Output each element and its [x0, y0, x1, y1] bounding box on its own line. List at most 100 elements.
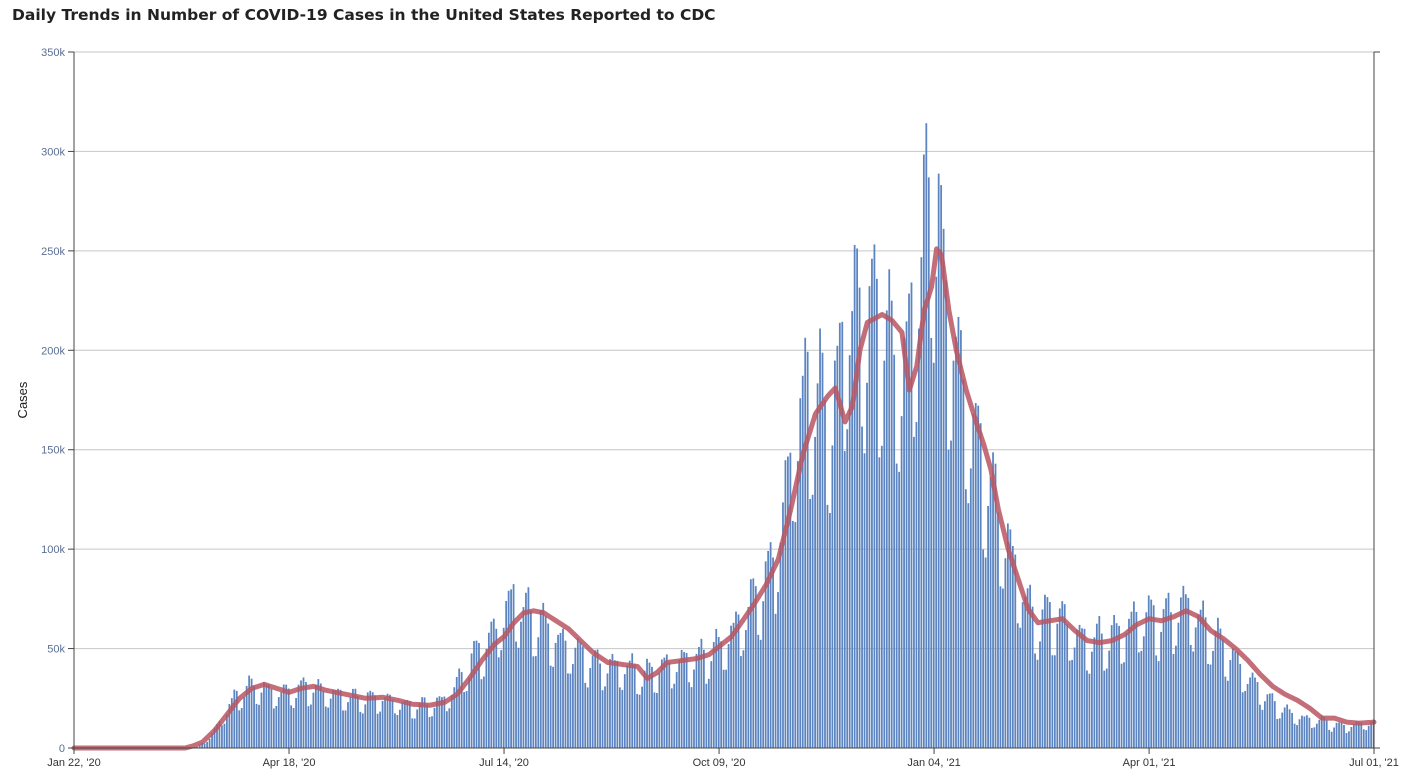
daily-case-bar — [1323, 716, 1326, 748]
daily-case-bar — [922, 154, 925, 748]
daily-case-bar — [833, 360, 836, 748]
x-tick-label: Apr 01, '21 — [1123, 757, 1176, 769]
daily-case-bar — [253, 685, 255, 748]
axes: 0 50k 100k 150k 200k 250k 300k 350k Jan 22, '20 A… — [41, 47, 1399, 769]
daily-case-bar — [680, 649, 683, 748]
daily-case-bar — [997, 512, 999, 748]
daily-case-bar — [230, 698, 233, 748]
daily-case-bar — [688, 682, 690, 748]
daily-case-bar — [520, 621, 522, 748]
daily-case-bar — [235, 690, 238, 748]
daily-case-bar — [591, 655, 594, 748]
daily-case-bar — [500, 650, 503, 748]
daily-case-bar — [829, 513, 831, 748]
daily-case-bar — [302, 677, 305, 748]
daily-case-bar — [1184, 594, 1187, 748]
daily-case-bar — [868, 286, 871, 748]
daily-case-bar — [782, 502, 784, 748]
daily-case-bar — [263, 681, 265, 748]
daily-case-bar — [270, 688, 273, 748]
daily-case-bar — [436, 697, 438, 748]
daily-case-bar — [1187, 597, 1190, 748]
daily-case-bar — [599, 663, 601, 748]
daily-case-bar — [1076, 629, 1078, 748]
daily-case-bar — [717, 637, 720, 748]
daily-case-bar — [838, 322, 841, 748]
daily-case-bar — [895, 463, 898, 748]
daily-case-bar — [534, 656, 537, 748]
daily-case-bar — [893, 354, 896, 748]
daily-case-bar — [1118, 625, 1120, 748]
daily-case-bar — [1152, 605, 1155, 748]
daily-case-bar — [426, 704, 428, 748]
daily-case-bar — [979, 423, 982, 748]
daily-case-bar — [670, 688, 673, 748]
daily-case-bar — [646, 658, 648, 748]
daily-case-bar — [1137, 652, 1140, 748]
daily-case-bar — [947, 449, 950, 748]
daily-case-bar — [794, 522, 797, 748]
daily-case-bar — [913, 436, 915, 748]
daily-case-bar — [678, 660, 681, 748]
daily-case-bar — [1172, 653, 1175, 748]
daily-case-bar — [1098, 616, 1101, 748]
daily-case-bar — [722, 669, 725, 748]
daily-case-bar — [814, 436, 816, 748]
daily-case-bar — [396, 715, 399, 748]
daily-case-bar — [1362, 729, 1365, 748]
daily-cases-bars — [174, 123, 1375, 749]
daily-case-bar — [1199, 609, 1202, 748]
daily-case-bar — [769, 542, 772, 748]
daily-case-bar — [1202, 600, 1205, 748]
daily-case-bar — [448, 708, 451, 748]
daily-case-bar — [601, 690, 604, 748]
daily-case-bar — [1145, 612, 1148, 748]
daily-case-bar — [1288, 709, 1291, 748]
daily-case-bar — [1125, 632, 1128, 748]
daily-case-bar — [611, 654, 614, 748]
daily-case-bar — [1014, 554, 1017, 748]
daily-case-bar — [1120, 663, 1123, 748]
daily-case-bar — [221, 725, 223, 748]
daily-case-bar — [272, 708, 275, 748]
daily-case-bar — [705, 683, 708, 748]
daily-case-bar — [233, 689, 236, 748]
daily-case-bar — [337, 688, 339, 748]
daily-case-bar — [955, 336, 957, 748]
gridlines — [74, 51, 1374, 650]
daily-case-bar — [1175, 645, 1177, 748]
daily-case-bar — [1320, 715, 1323, 748]
daily-case-bar — [1219, 628, 1222, 748]
daily-case-bar — [1222, 639, 1224, 748]
daily-case-bar — [1254, 677, 1256, 748]
daily-case-bar — [1338, 722, 1340, 748]
daily-case-bar — [787, 456, 789, 748]
daily-case-bar — [1058, 608, 1061, 748]
daily-case-bar — [401, 702, 404, 748]
daily-case-bar — [1128, 618, 1130, 748]
daily-case-bar — [1103, 670, 1106, 748]
daily-case-bar — [636, 693, 639, 748]
daily-case-bar — [1051, 655, 1054, 748]
daily-case-bar — [762, 601, 765, 748]
daily-case-bar — [1130, 611, 1133, 748]
y-tick-label: 250k — [41, 246, 65, 258]
daily-case-bar — [408, 701, 411, 748]
daily-case-bar — [811, 494, 814, 748]
daily-case-bar — [218, 720, 221, 748]
daily-case-bar — [1167, 592, 1170, 748]
daily-case-bar — [314, 685, 317, 748]
daily-case-bar — [745, 630, 747, 748]
daily-case-bar — [1179, 597, 1182, 748]
daily-case-bar — [871, 258, 873, 748]
daily-case-bar — [502, 627, 505, 748]
moving-average-path — [71, 246, 1377, 751]
daily-case-bar — [643, 670, 646, 748]
daily-case-bar — [295, 697, 297, 748]
daily-case-bar — [826, 504, 829, 748]
daily-case-bar — [1150, 599, 1153, 748]
daily-case-bar — [1026, 588, 1029, 748]
daily-case-bar — [196, 746, 199, 748]
daily-case-bar — [1241, 692, 1244, 748]
daily-case-bar — [376, 713, 379, 748]
